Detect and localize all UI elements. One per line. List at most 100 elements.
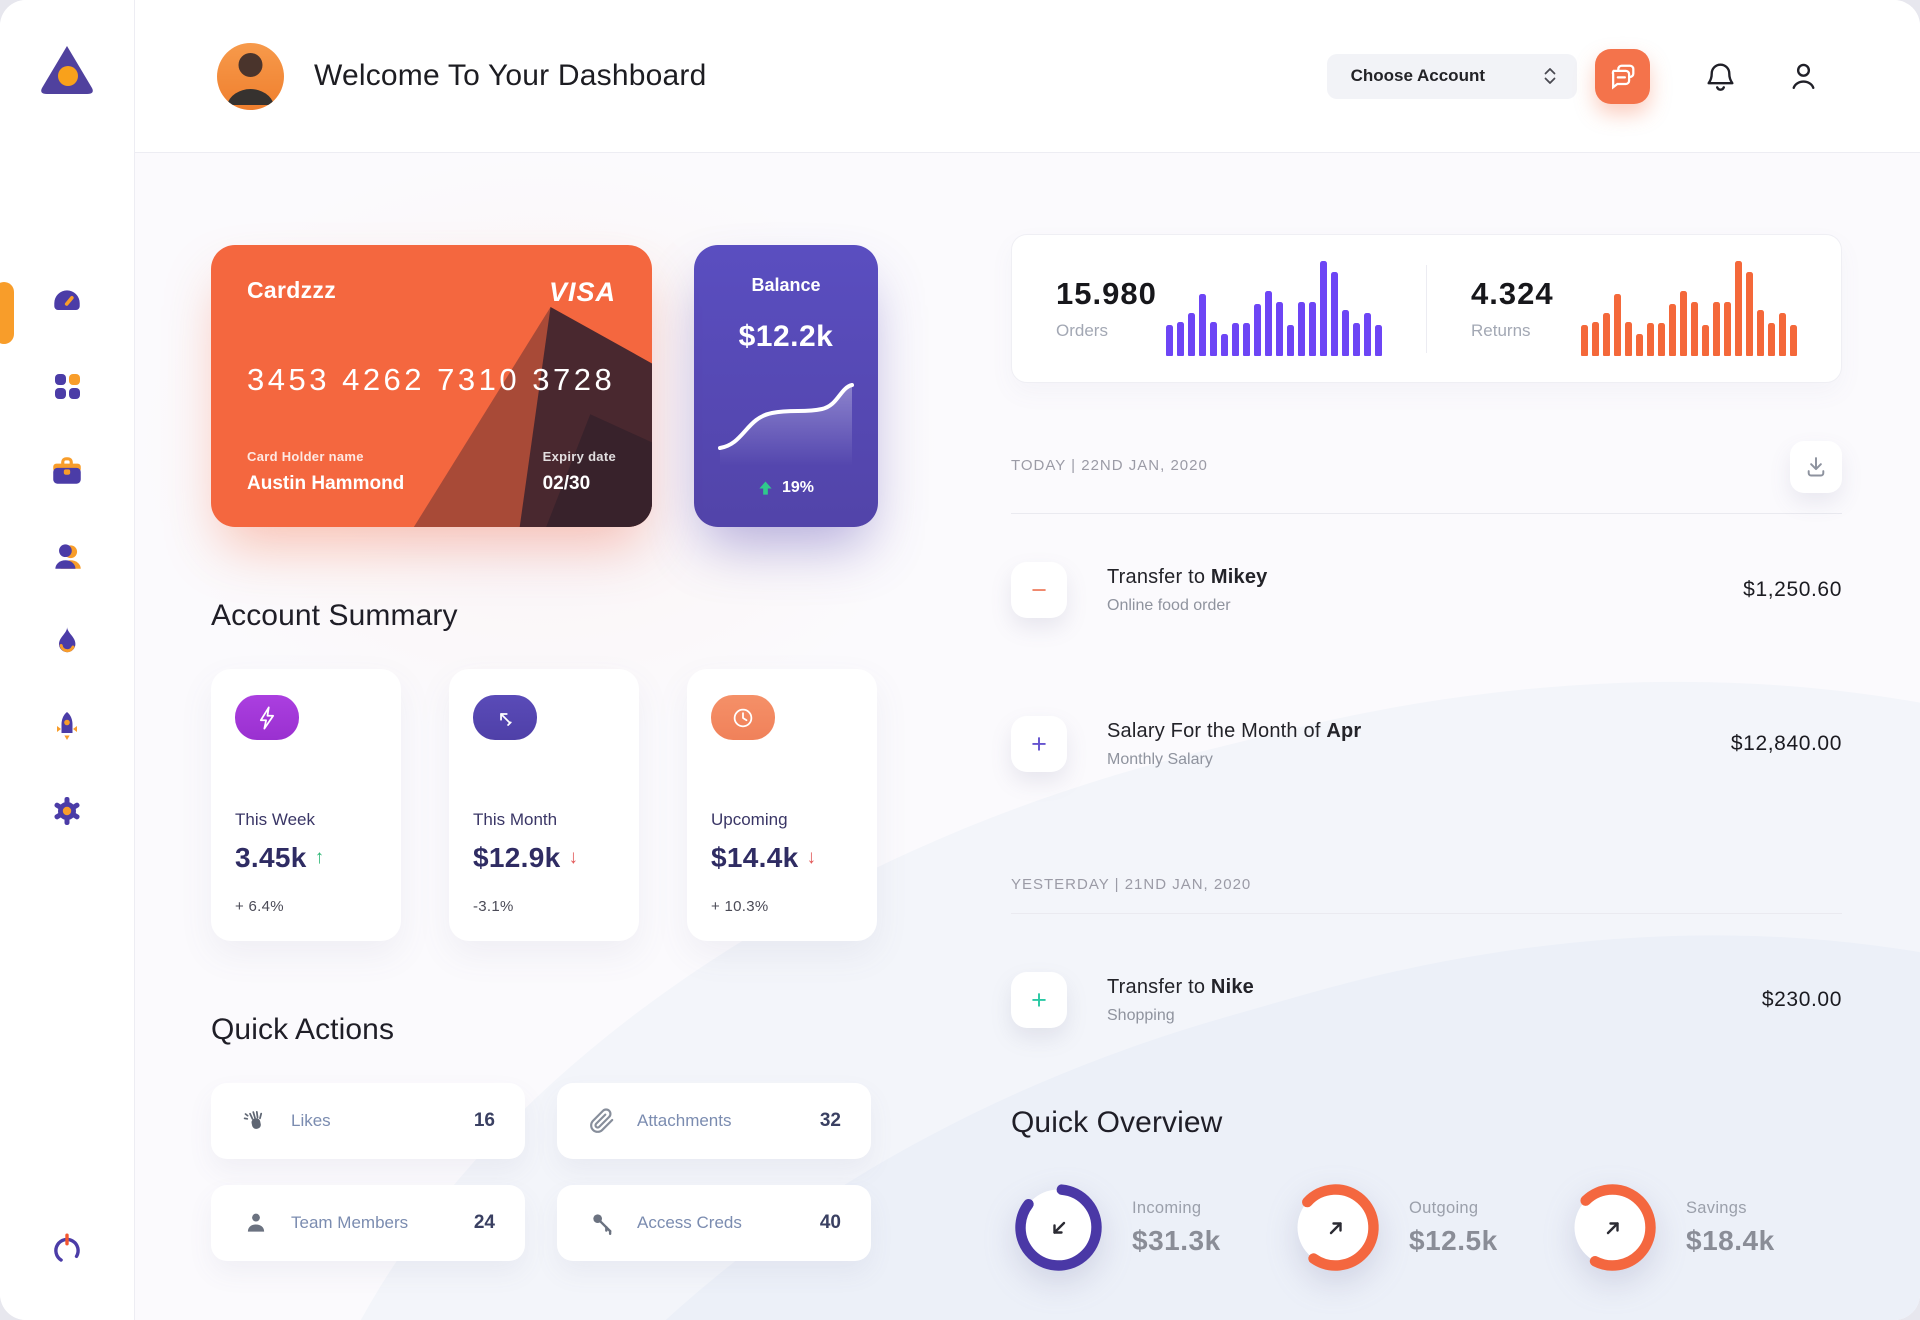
avatar-photo xyxy=(227,52,274,105)
balance-value: $12.2k xyxy=(738,320,834,353)
quick-action-label: Likes xyxy=(291,1111,331,1130)
orders-returns-stats-card: 15.980 Orders 4.324 Returns xyxy=(1011,234,1842,383)
paperclip-icon xyxy=(587,1108,617,1134)
profile-button[interactable] xyxy=(1787,60,1820,93)
account-summary-title: Account Summary xyxy=(211,599,458,632)
main-content: Cardzzz VISA 3453 4262 7310 3728 Card Ho… xyxy=(135,153,1920,1320)
quick-action-count: 32 xyxy=(819,1110,841,1131)
quick-action-likes[interactable]: Likes 16 xyxy=(211,1083,525,1159)
people-icon xyxy=(55,544,81,569)
gauge-value: $31.3k xyxy=(1132,1224,1221,1256)
balance-card[interactable]: Balance $12.2k xyxy=(694,245,878,527)
quick-overview-title: Quick Overview xyxy=(1011,1106,1223,1139)
orders-label: Orders xyxy=(1056,321,1108,340)
yesterday-date-header: YESTERDAY | 21ND JAN, 2020 xyxy=(1011,876,1252,893)
summary-percent: -3.1% xyxy=(473,898,514,915)
card-holder-label: Card Holder name xyxy=(247,449,364,464)
up-arrow-icon xyxy=(759,481,772,495)
clap-hands-icon xyxy=(241,1107,271,1135)
visa-logo: VISA xyxy=(548,277,616,307)
today-date-header: TODAY | 22ND JAN, 2020 xyxy=(1011,457,1208,474)
arrow-up-right-icon xyxy=(1606,1221,1619,1234)
card-name: Cardzzz xyxy=(247,277,337,303)
rocket-icon xyxy=(57,712,77,740)
messages-button[interactable] xyxy=(1595,48,1650,104)
user-icon xyxy=(1792,63,1815,89)
returns-mini-bar-chart xyxy=(1581,261,1797,356)
summary-percent: + 6.4% xyxy=(235,898,284,915)
choose-account-select[interactable]: Choose Account xyxy=(1326,53,1577,99)
arrow-down-left-icon xyxy=(1052,1221,1065,1234)
logout-button[interactable] xyxy=(49,1231,85,1272)
sidebar-item-portfolio[interactable] xyxy=(49,453,85,489)
quick-action-label: Team Members xyxy=(291,1213,409,1232)
transaction-row[interactable]: − Transfer to Mikey Online food order $1… xyxy=(1011,548,1842,632)
quick-action-access-creds[interactable]: Access Creds 40 xyxy=(557,1185,871,1261)
gauge-incoming: Incoming $31.3k xyxy=(1011,1180,1288,1275)
credit-card[interactable]: Cardzzz VISA 3453 4262 7310 3728 Card Ho… xyxy=(211,245,652,527)
sidebar-item-launch[interactable] xyxy=(49,708,85,744)
summary-value: 3.45k xyxy=(235,842,307,873)
download-button[interactable] xyxy=(1790,441,1842,493)
app-logo[interactable] xyxy=(30,34,104,113)
incoming-plus-icon: + xyxy=(1011,972,1067,1028)
card-number: 3453 4262 7310 3728 xyxy=(247,362,616,397)
quick-action-team-members[interactable]: Team Members 24 xyxy=(211,1185,525,1261)
transaction-subtitle: Shopping xyxy=(1107,1006,1175,1024)
summary-label: This Week xyxy=(235,810,315,829)
trend-arrow-icon: ↓ xyxy=(806,847,817,868)
quick-actions-title: Quick Actions xyxy=(211,1013,395,1046)
quick-action-count: 16 xyxy=(473,1110,495,1131)
transaction-row[interactable]: + Salary For the Month of Apr Monthly Sa… xyxy=(1011,702,1842,786)
summary-value: $14.4k xyxy=(711,842,799,873)
transaction-title: Transfer to Nike xyxy=(1107,975,1254,998)
sidebar-item-activity[interactable] xyxy=(49,623,85,659)
orders-stat: 15.980 Orders xyxy=(1012,261,1426,356)
outgoing-minus-icon: − xyxy=(1011,562,1067,618)
sidebar-item-settings[interactable] xyxy=(49,793,85,829)
quick-action-count: 24 xyxy=(473,1212,495,1233)
transaction-row[interactable]: + Transfer to Nike Shopping $230.00 xyxy=(1011,958,1842,1042)
top-header: Welcome To Your Dashboard Choose Account xyxy=(135,0,1920,153)
quick-action-label: Access Creds xyxy=(637,1213,742,1232)
gauge-value: $18.4k xyxy=(1686,1224,1775,1256)
sidebar-item-contacts[interactable] xyxy=(49,538,85,574)
key-icon xyxy=(587,1210,617,1236)
sidebar xyxy=(0,0,135,1320)
bell-icon xyxy=(1707,62,1734,91)
sidebar-item-apps[interactable] xyxy=(49,368,85,404)
summary-card-upcoming: Upcoming $14.4k ↓ + 10.3% xyxy=(687,669,877,941)
returns-stat: 4.324 Returns xyxy=(1427,261,1841,356)
quick-action-count: 40 xyxy=(819,1212,841,1233)
notifications-button[interactable] xyxy=(1704,60,1737,93)
returns-label: Returns xyxy=(1471,321,1531,340)
incoming-plus-icon: + xyxy=(1011,716,1067,772)
clock-icon xyxy=(711,695,775,740)
returns-value: 4.324 xyxy=(1471,276,1554,311)
page-title: Welcome To Your Dashboard xyxy=(314,59,707,92)
gauge-savings: Savings $18.4k xyxy=(1565,1180,1842,1275)
trend-arrow-icon: ↑ xyxy=(314,847,325,868)
transaction-amount: $230.00 xyxy=(1761,988,1842,1011)
gear-icon xyxy=(54,797,80,825)
transaction-amount: $1,250.60 xyxy=(1743,578,1842,601)
section-divider xyxy=(1011,513,1842,514)
balance-sparkline-chart xyxy=(718,383,854,466)
sidebar-item-dashboard[interactable] xyxy=(49,283,85,319)
summary-card-this-month: This Month $12.9k ↓ -3.1% xyxy=(449,669,639,941)
sidebar-nav xyxy=(0,283,134,829)
avatar[interactable] xyxy=(217,42,284,110)
quick-action-attachments[interactable]: Attachments 32 xyxy=(557,1083,871,1159)
trend-up-left-icon xyxy=(473,695,537,740)
section-divider xyxy=(1011,913,1842,914)
member-icon xyxy=(241,1210,271,1236)
balance-change: 19% xyxy=(781,479,815,496)
grid-icon xyxy=(55,374,80,399)
card-holder-name: Austin Hammond xyxy=(247,473,405,494)
trend-arrow-icon: ↓ xyxy=(568,847,579,868)
briefcase-icon xyxy=(53,457,81,484)
stats-divider xyxy=(1426,264,1427,353)
gauge-label: Savings xyxy=(1686,1198,1747,1217)
speedometer-icon xyxy=(54,290,80,310)
